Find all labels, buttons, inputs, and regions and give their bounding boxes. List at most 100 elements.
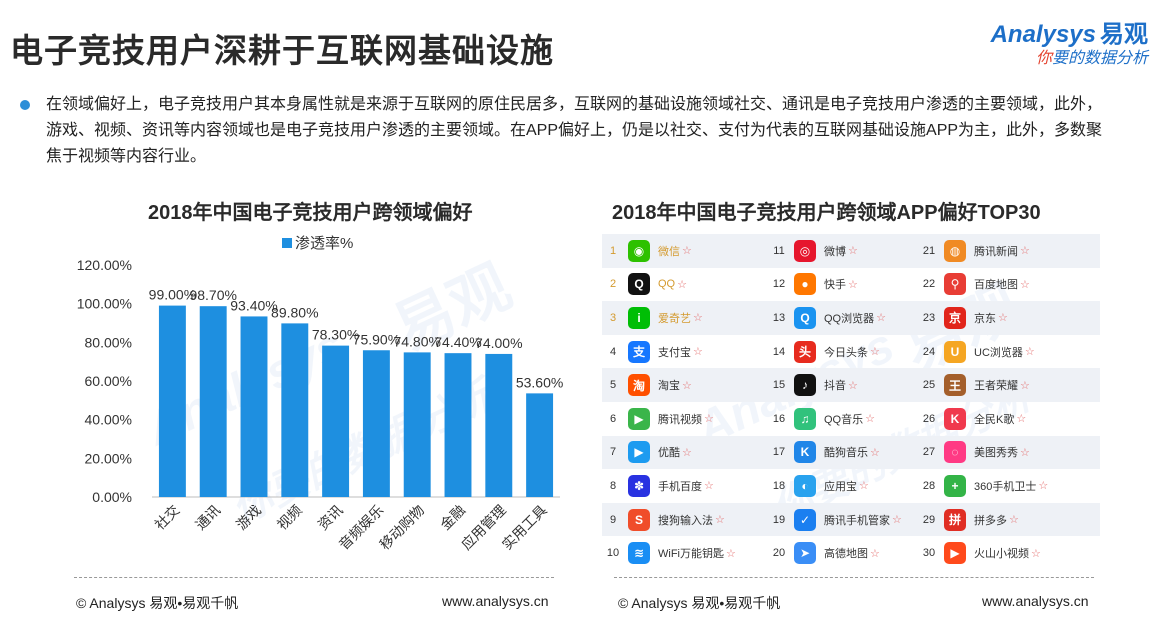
analysys-logo: Analysys 易观 你要的数据分析 [968,14,1148,70]
app-entry: 19 ✓ 腾讯手机管家 ☆ [768,503,902,537]
tencent-manager-icon: ✓ [794,508,816,531]
amap-icon: ➤ [794,542,816,565]
sogou-input-icon: S [628,508,650,531]
summary-block: 在领域偏好上，电子竞技用户其本身属性就是来源于互联网的原住民居多，互联网的基础设… [20,92,1116,170]
app-entry: 13 Q QQ浏览器 ☆ [768,301,886,335]
x-category-label: 实用工具 [499,502,550,553]
bar-value-label: 74.00% [475,335,522,351]
x-category-label: 视频 [274,502,305,533]
star-icon: ☆ [1020,446,1030,459]
app-entry: 15 ♪ 抖音 ☆ [768,368,858,402]
wesing-icon: K [944,407,966,430]
page-title: 电子竞技用户深耕于互联网基础设施 [10,32,554,69]
app-name: 今日头条 [824,346,868,359]
toutiao-icon: 头 [794,340,816,363]
app-rank: 18 [772,479,786,492]
star-icon: ☆ [682,245,692,258]
app-row: 5 淘淘宝 ☆ 15 ♪ 抖音 ☆ 25 王王者荣耀 ☆ [602,368,1100,402]
bar-value-label: 74.40% [434,334,481,350]
y-tick-label: 0.00% [92,489,132,505]
logo-slogan-red: 你 [1035,50,1052,67]
baidu-map-icon: ⚲ [944,273,966,296]
app-name: 火山小视频 [974,548,1029,561]
app-name: 美图秀秀 [974,447,1018,460]
app-name: 微信 [658,245,680,258]
app-name: 腾讯手机管家 [824,514,890,527]
app-entry: 14 头今日头条 ☆ [768,335,880,369]
bar-chart: 0.00% 20.00% 40.00% 60.00% 80.00% 100.00% 120.… [77,257,564,553]
app-row: 6 ▶ 腾讯视频 ☆ 16 ♫ QQ音乐 ☆ 26 K 全民K歌 ☆ [602,402,1100,436]
star-icon: ☆ [1020,379,1030,392]
logo-slogan-rest: 要的数据分析 [1051,50,1148,67]
bar [281,323,309,497]
360-guard-icon: + [944,474,966,497]
app-rank: 26 [922,412,936,425]
bar-value-label: 74.80% [393,333,440,349]
app-rank: 23 [922,311,936,324]
app-entry: 28 +360手机卫士 ☆ [918,469,1048,503]
app-entry: 23 京京东 ☆ [918,301,1008,335]
star-icon: ☆ [682,379,692,392]
app-entry: 3 i 爱奇艺 ☆ [602,301,703,335]
app-entry: 29 拼拼多多 ☆ [918,503,1019,537]
app-name: 高德地图 [824,548,868,561]
star-icon: ☆ [865,413,875,426]
star-icon: ☆ [1009,514,1019,527]
app-rank: 28 [922,479,936,492]
app-name: 腾讯新闻 [974,245,1018,258]
star-icon: ☆ [1020,245,1030,258]
y-tick-label: 60.00% [85,373,132,389]
bar [526,393,554,497]
app-rank: 10 [606,547,620,560]
left-footer-url: www.analysys.cn [442,593,549,609]
summary-text: 在领域偏好上，电子竞技用户其本身属性就是来源于互联网的原住民居多，互联网的基础设… [46,96,1103,165]
app-entry: 11 ◎ 微博 ☆ [768,234,858,268]
app-entry: 4 支支付宝 ☆ [602,335,703,369]
alipay-icon: 支 [628,340,650,363]
app-entry: 7 ▶ 优酷 ☆ [602,436,692,470]
bar [199,306,227,497]
star-icon: ☆ [1016,413,1027,426]
bar-chart-title: 2018年中国电子竞技用户跨领域偏好 [148,202,473,224]
app-rank: 1 [609,244,617,257]
app-rank: 8 [609,479,617,492]
tencent-video-icon: ▶ [628,407,650,430]
huoshan-icon: ▶ [944,542,966,565]
y-tick-label: 120.00% [77,257,132,273]
star-icon: ☆ [1038,480,1049,493]
bar [362,350,390,497]
app-rank: 29 [922,513,936,526]
kuaishou-icon: ● [794,273,816,296]
app-entry: 25 王王者荣耀 ☆ [918,368,1030,402]
qq-music-icon: ♫ [794,407,816,430]
bar-value-label: 89.80% [271,304,318,320]
bar [403,352,431,497]
bullet-icon [20,100,30,110]
app-name: 抖音 [824,380,846,393]
app-entry: 21 ◍ 腾讯新闻 ☆ [918,234,1030,268]
star-icon: ☆ [1024,346,1035,359]
pinduoduo-icon: 拼 [944,508,966,531]
app-entry: 5 淘淘宝 ☆ [602,368,692,402]
app-entry: 20 ➤ 高德地图 ☆ [768,536,880,570]
app-entry: 1 ◉ 微信 ☆ [602,234,692,268]
app-rank: 6 [609,412,617,425]
star-icon: ☆ [859,480,869,493]
app-name: 京东 [974,312,996,325]
bar-chart-legend: 渗透率% [282,232,353,253]
app-entry: 24 U UC浏览器 ☆ [918,335,1035,369]
bar [240,316,268,497]
app-name: 爱奇艺 [658,312,691,325]
right-footer-url: www.analysys.cn [982,593,1089,609]
star-icon: ☆ [876,312,886,325]
app-rank: 13 [772,311,786,324]
star-icon: ☆ [693,346,703,359]
app-rank: 9 [609,513,617,526]
app-top30-title: 2018年中国电子竞技用户跨领域APP偏好TOP30 [612,202,1041,224]
right-divider [614,577,1094,578]
baidu-icon: ✽ [628,474,650,497]
star-icon: ☆ [892,514,902,527]
app-rank: 17 [772,446,786,459]
legend-swatch [282,237,292,248]
app-entry: 26 K 全民K歌 ☆ [918,402,1026,436]
